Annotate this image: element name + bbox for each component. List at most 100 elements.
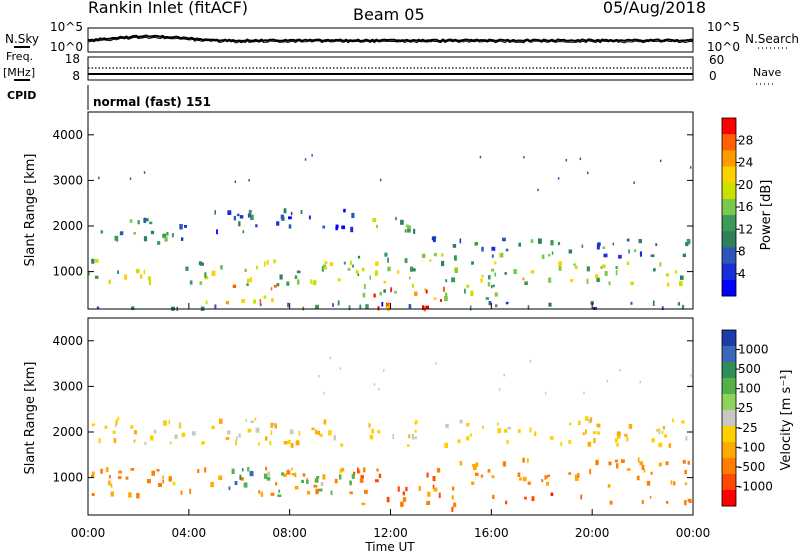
data-point: [426, 500, 431, 505]
data-point: [306, 490, 311, 495]
data-point: [149, 435, 154, 441]
data-point: [181, 432, 186, 438]
data-point: [636, 475, 640, 481]
data-point: [524, 281, 528, 285]
data-point: [457, 439, 461, 444]
data-point: [352, 264, 354, 268]
data-point: [263, 473, 268, 479]
data-point: [171, 233, 174, 238]
data-point: [339, 367, 342, 370]
data-point: [459, 238, 462, 244]
power-colorbar-label: Power [dB]: [759, 180, 774, 251]
data-point: [269, 441, 272, 446]
data-point: [255, 427, 260, 433]
data-point: [496, 422, 499, 426]
colorbar-tick-label: -25: [738, 421, 758, 435]
data-point: [662, 426, 665, 430]
data-point: [494, 261, 497, 265]
nsky-label: N.Sky: [5, 32, 39, 46]
data-point: [633, 181, 635, 184]
data-point: [466, 436, 470, 441]
station-title: Rankin Inlet (fitACF): [88, 0, 248, 17]
data-point: [681, 420, 685, 424]
nsearch-tick-bottom: 10^0: [707, 40, 740, 54]
data-point: [454, 255, 457, 261]
data-point: [184, 225, 187, 228]
data-point: [376, 224, 378, 229]
data-point: [133, 231, 136, 235]
data-point: [643, 469, 646, 473]
data-point: [558, 265, 562, 271]
data-point: [618, 254, 622, 259]
data-point: [628, 423, 633, 429]
data-point: [485, 297, 489, 300]
nsearch-tick-top: 10^5: [707, 20, 740, 34]
data-point: [491, 268, 495, 272]
data-point: [315, 488, 319, 495]
data-point: [392, 434, 395, 439]
colorbar-tick-label: 16: [738, 200, 753, 214]
data-point: [404, 229, 407, 233]
data-point: [254, 417, 257, 421]
data-point: [214, 304, 217, 309]
data-point: [355, 270, 359, 274]
colorbar-segment: [722, 490, 736, 507]
y-tick-label: 4000: [52, 128, 83, 142]
data-point: [453, 502, 457, 508]
data-point: [646, 480, 651, 486]
colorbar-tick-label: 4: [738, 267, 746, 281]
data-point: [281, 472, 285, 476]
data-point: [639, 380, 641, 384]
data-point: [436, 468, 441, 473]
data-point: [290, 429, 294, 435]
data-point: [287, 302, 289, 308]
data-point: [359, 304, 362, 310]
data-point: [312, 280, 317, 285]
data-point: [140, 274, 143, 279]
data-point: [105, 467, 109, 473]
data-point: [383, 280, 387, 284]
data-point: [471, 481, 475, 485]
data-point: [321, 266, 324, 272]
data-point: [487, 469, 491, 473]
data-point: [286, 470, 291, 475]
data-point: [441, 260, 445, 267]
data-point: [412, 268, 416, 272]
data-point: [614, 459, 618, 463]
data-point: [524, 496, 527, 500]
data-point: [287, 440, 291, 444]
data-point: [583, 391, 585, 395]
data-point: [337, 278, 341, 282]
data-point: [204, 467, 207, 473]
data-point: [235, 436, 238, 442]
data-point: [650, 254, 655, 258]
data-point: [116, 238, 119, 242]
freq-label-2: [MHz]: [3, 66, 35, 79]
data-point: [684, 469, 687, 475]
data-point: [270, 430, 273, 435]
data-point: [394, 291, 397, 294]
data-point: [665, 461, 669, 466]
data-point: [590, 417, 593, 422]
data-point: [628, 249, 630, 254]
data-point: [677, 302, 681, 306]
data-point: [330, 490, 333, 496]
data-point: [624, 433, 628, 437]
data-point: [266, 260, 269, 265]
data-point: [153, 429, 157, 434]
data-point: [404, 258, 408, 263]
colorbar-tick-label: 8: [738, 245, 746, 259]
data-point: [407, 225, 411, 229]
data-point: [522, 457, 525, 463]
data-point: [357, 467, 359, 473]
data-point: [415, 420, 418, 425]
data-point: [91, 493, 95, 496]
data-point: [348, 305, 351, 311]
data-point: [108, 475, 111, 479]
data-point: [328, 430, 332, 436]
data-point: [343, 208, 346, 213]
data-point: [579, 157, 582, 161]
data-point: [361, 267, 365, 272]
data-point: [180, 490, 183, 495]
data-point: [240, 477, 244, 481]
